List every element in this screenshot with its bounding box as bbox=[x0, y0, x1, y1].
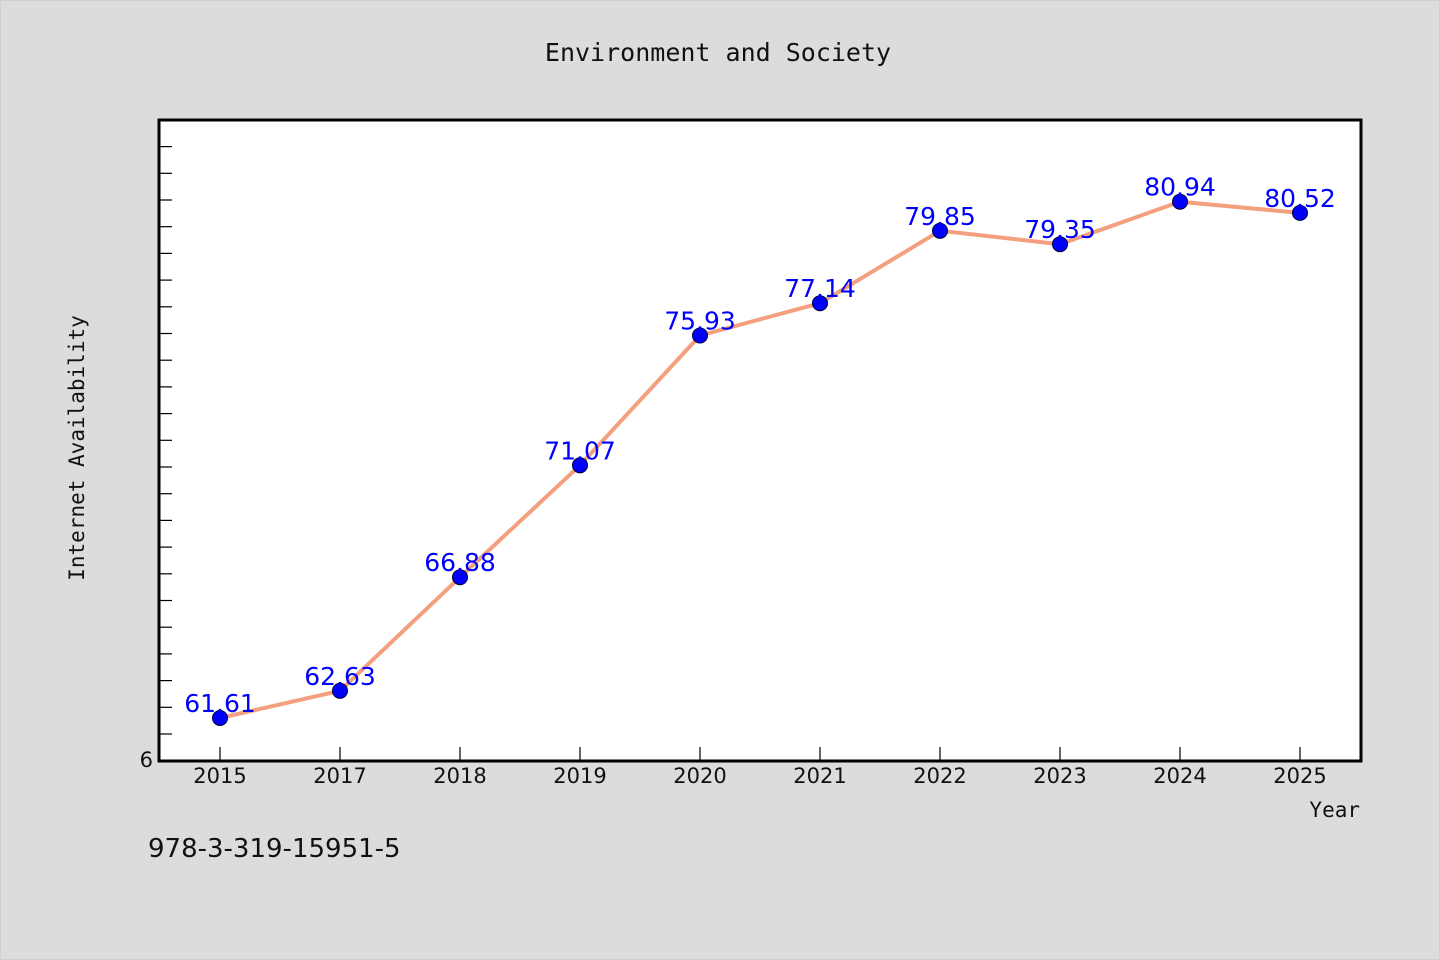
y-tick-label: 6 bbox=[140, 748, 153, 772]
series-line bbox=[218, 199, 1302, 720]
data-label: 80.52 bbox=[1264, 184, 1336, 213]
x-axis-label: Year bbox=[1309, 798, 1360, 822]
data-point-marker bbox=[932, 222, 948, 239]
x-tick-label: 2025 bbox=[1273, 764, 1326, 788]
data-point-marker bbox=[572, 457, 588, 474]
data-series: 61.61 62.63 66.88 71.07 75.93 77.14 79.85 79.35… bbox=[184, 173, 1336, 726]
x-tick-label: 2023 bbox=[1033, 764, 1086, 788]
data-label: 80.94 bbox=[1144, 173, 1216, 202]
data-point-marker bbox=[692, 327, 708, 344]
data-label: 77.14 bbox=[784, 274, 856, 303]
data-point-marker bbox=[452, 569, 468, 586]
data-point-marker bbox=[212, 710, 228, 726]
data-label: 61.61 bbox=[184, 689, 256, 718]
footer-identifier: 978-3-319-15951-5 bbox=[148, 834, 401, 864]
data-label: 66.88 bbox=[424, 548, 496, 577]
x-tick-label: 2022 bbox=[913, 764, 966, 788]
x-tick-label: 2020 bbox=[673, 764, 726, 788]
x-tick-label: 2018 bbox=[433, 764, 486, 788]
x-tick-label: 2015 bbox=[193, 764, 246, 788]
x-tick-label: 2017 bbox=[313, 764, 366, 788]
y-axis-label: Internet Availability bbox=[65, 315, 89, 581]
chart-title: Environment and Society bbox=[545, 38, 891, 67]
data-point-marker bbox=[812, 295, 828, 312]
data-point-marker bbox=[1292, 204, 1308, 221]
x-tick-label: 2024 bbox=[1153, 764, 1206, 788]
data-point-marker bbox=[1052, 236, 1068, 253]
data-point-marker bbox=[332, 682, 348, 699]
x-tick-label: 2019 bbox=[553, 764, 606, 788]
x-axis-ticks: 2015 2017 2018 2019 2020 2021 2022 2023 2024 2025 bbox=[193, 747, 1327, 788]
data-label: 79.35 bbox=[1024, 215, 1096, 244]
data-label: 75.93 bbox=[664, 307, 736, 336]
data-label: 62.63 bbox=[304, 662, 376, 691]
y-axis-ticks: 6 bbox=[140, 146, 172, 772]
x-tick-label: 2021 bbox=[793, 764, 846, 788]
data-label: 71.07 bbox=[544, 436, 616, 465]
data-label: 79.85 bbox=[904, 202, 976, 231]
data-point-marker bbox=[1172, 193, 1188, 210]
plot-area bbox=[157, 118, 1363, 763]
